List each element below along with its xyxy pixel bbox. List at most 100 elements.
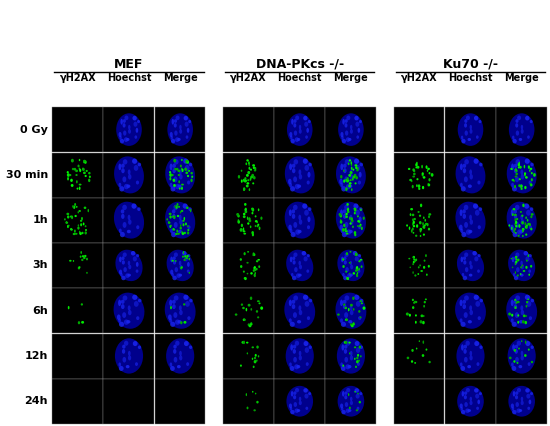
Ellipse shape [251,212,254,214]
Ellipse shape [425,223,427,225]
Ellipse shape [530,163,534,167]
Ellipse shape [466,388,470,392]
Ellipse shape [257,259,260,261]
Ellipse shape [254,274,256,277]
Ellipse shape [307,181,310,184]
Ellipse shape [525,176,528,178]
Text: MEF: MEF [114,58,144,71]
Ellipse shape [518,184,520,187]
Ellipse shape [304,256,307,262]
Ellipse shape [512,256,514,262]
Ellipse shape [464,222,468,228]
Ellipse shape [477,181,481,184]
Ellipse shape [344,260,347,265]
Ellipse shape [343,304,346,309]
Ellipse shape [290,322,295,327]
Ellipse shape [254,169,256,172]
Ellipse shape [359,401,361,403]
Ellipse shape [348,138,351,141]
Ellipse shape [175,341,179,346]
Ellipse shape [515,168,517,171]
Ellipse shape [71,216,73,219]
Ellipse shape [123,123,125,128]
Ellipse shape [476,135,478,139]
Ellipse shape [293,222,297,228]
Ellipse shape [424,259,426,262]
Ellipse shape [244,277,247,280]
Ellipse shape [67,225,69,228]
Ellipse shape [359,300,362,302]
Ellipse shape [515,263,516,265]
Ellipse shape [299,401,302,405]
Ellipse shape [289,183,292,187]
Ellipse shape [293,253,298,257]
Ellipse shape [515,345,518,349]
Ellipse shape [252,366,255,368]
Ellipse shape [349,230,353,233]
Ellipse shape [355,341,360,346]
Ellipse shape [428,265,430,268]
Ellipse shape [177,365,181,368]
Ellipse shape [511,299,514,306]
Ellipse shape [304,341,309,346]
Ellipse shape [359,345,361,348]
Bar [223,198,273,243]
Ellipse shape [185,257,188,259]
Ellipse shape [118,299,121,306]
Ellipse shape [529,400,531,404]
Bar [103,334,154,379]
Ellipse shape [74,215,77,217]
Ellipse shape [519,365,522,368]
Ellipse shape [296,273,300,278]
Ellipse shape [470,401,472,405]
Ellipse shape [184,256,188,262]
Ellipse shape [346,180,349,182]
Ellipse shape [337,338,365,374]
Ellipse shape [133,116,137,121]
Ellipse shape [180,267,183,270]
Ellipse shape [530,183,532,187]
Ellipse shape [294,402,297,407]
Ellipse shape [428,213,431,216]
Ellipse shape [345,319,348,321]
Ellipse shape [425,254,427,257]
Ellipse shape [423,266,425,269]
Ellipse shape [254,360,256,363]
Ellipse shape [179,174,183,179]
Ellipse shape [460,407,463,411]
Ellipse shape [70,228,72,230]
Bar [496,288,547,333]
Ellipse shape [189,258,190,260]
Ellipse shape [252,164,255,167]
Ellipse shape [469,305,472,311]
Ellipse shape [292,300,295,304]
Ellipse shape [360,208,362,211]
Ellipse shape [460,256,463,262]
Ellipse shape [181,167,183,170]
Ellipse shape [174,357,177,363]
Ellipse shape [525,388,530,393]
Ellipse shape [346,233,349,235]
Ellipse shape [515,295,520,301]
Ellipse shape [170,186,175,192]
Ellipse shape [360,224,361,226]
Ellipse shape [470,351,472,356]
Ellipse shape [125,273,130,278]
Ellipse shape [521,215,524,217]
Ellipse shape [132,158,137,164]
Ellipse shape [293,205,298,210]
Ellipse shape [341,186,346,192]
Ellipse shape [527,299,529,300]
Ellipse shape [353,322,355,325]
Text: 30 min: 30 min [6,170,48,180]
Ellipse shape [531,213,534,216]
Ellipse shape [427,223,428,226]
Ellipse shape [121,304,124,309]
Ellipse shape [526,305,527,308]
Ellipse shape [515,176,519,182]
Ellipse shape [460,403,463,408]
Ellipse shape [254,266,256,269]
Ellipse shape [514,260,518,265]
Ellipse shape [465,130,468,136]
Ellipse shape [424,226,425,229]
